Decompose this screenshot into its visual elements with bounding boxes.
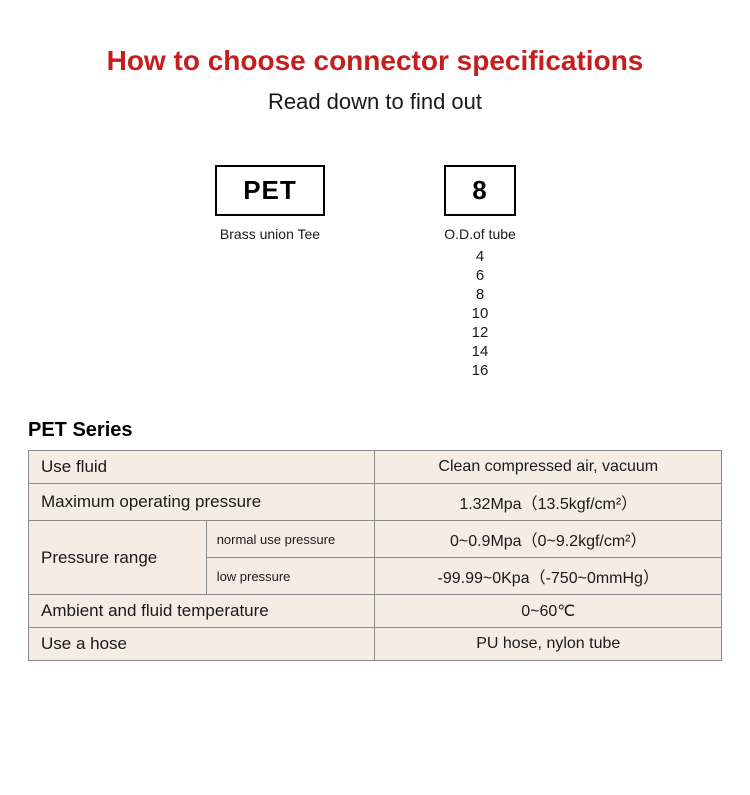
- size-option: 10: [472, 305, 489, 322]
- spec-size-box: 8: [444, 165, 515, 216]
- spec-type-box: PET: [215, 165, 325, 216]
- row-sublabel: low pressure: [206, 558, 375, 595]
- table-row: Pressure range normal use pressure 0~0.9…: [29, 521, 722, 558]
- size-option: 16: [472, 362, 489, 379]
- size-option: 6: [476, 267, 484, 284]
- spec-selector: PET Brass union Tee 8 O.D.of tube 4 6 8 …: [0, 165, 750, 379]
- page-title: How to choose connector specifications: [0, 45, 750, 77]
- series-title: PET Series: [28, 419, 750, 442]
- row-value: 1.32Mpa（13.5kgf/cm²）: [375, 484, 722, 521]
- spec-type-col: PET Brass union Tee: [200, 165, 340, 379]
- row-label: Maximum operating pressure: [29, 484, 375, 521]
- size-options: 4 6 8 10 12 14 16: [472, 248, 489, 379]
- row-value: Clean compressed air, vacuum: [375, 451, 722, 484]
- row-label: Use a hose: [29, 628, 375, 661]
- spec-table: Use fluid Clean compressed air, vacuum M…: [28, 450, 722, 661]
- size-option: 14: [472, 343, 489, 360]
- spec-type-label: Brass union Tee: [220, 226, 320, 242]
- table-row: Use fluid Clean compressed air, vacuum: [29, 451, 722, 484]
- table-row: Use a hose PU hose, nylon tube: [29, 628, 722, 661]
- row-label: Ambient and fluid temperature: [29, 595, 375, 628]
- row-label: Pressure range: [29, 521, 207, 595]
- row-value: -99.99~0Kpa（-750~0mmHg）: [375, 558, 722, 595]
- size-option: 12: [472, 324, 489, 341]
- row-value: 0~0.9Mpa（0~9.2kgf/cm²）: [375, 521, 722, 558]
- row-label: Use fluid: [29, 451, 375, 484]
- page-subtitle: Read down to find out: [0, 89, 750, 115]
- spec-size-col: 8 O.D.of tube 4 6 8 10 12 14 16: [410, 165, 550, 379]
- row-sublabel: normal use pressure: [206, 521, 375, 558]
- table-row: Ambient and fluid temperature 0~60℃: [29, 595, 722, 628]
- row-value: 0~60℃: [375, 595, 722, 628]
- size-option: 8: [476, 286, 484, 303]
- size-option: 4: [476, 248, 484, 265]
- table-row: Maximum operating pressure 1.32Mpa（13.5k…: [29, 484, 722, 521]
- row-value: PU hose, nylon tube: [375, 628, 722, 661]
- spec-size-label: O.D.of tube: [444, 226, 516, 242]
